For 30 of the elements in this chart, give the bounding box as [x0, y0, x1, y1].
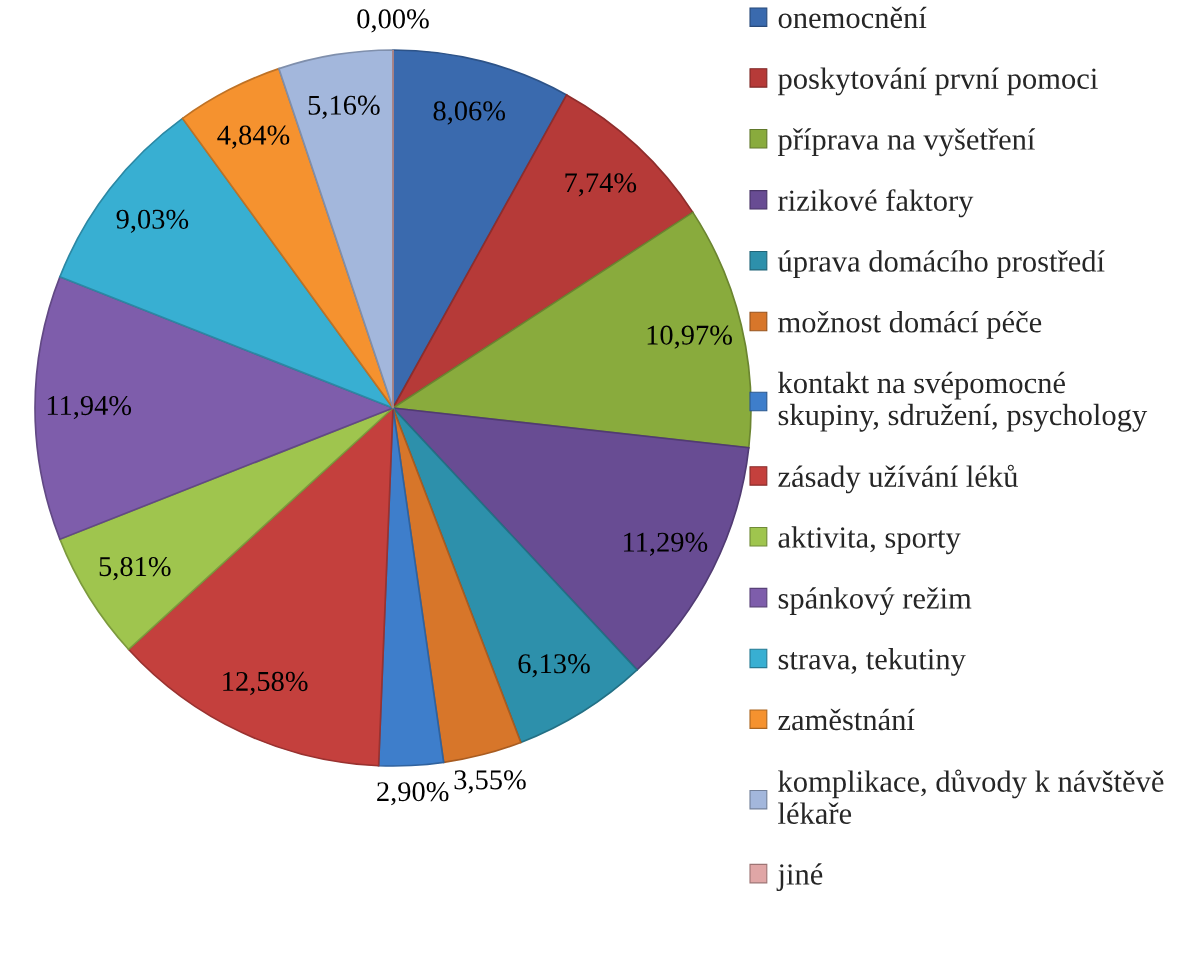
data-label: 11,29%	[624, 532, 708, 556]
legend-label: zásady užívání léků	[778, 464, 1018, 494]
data-label: 7,74%	[565, 173, 637, 197]
data-label: 2,90%	[377, 782, 449, 806]
legend-label: onemocnění	[778, 6, 927, 29]
data-label: 10,97%	[647, 325, 732, 349]
legend-label: kontakt na svépomocné skupiny, sdružení, psychology	[778, 371, 1148, 432]
data-label: 3,55%	[454, 770, 526, 794]
legend-label: rizikové faktory	[778, 189, 974, 218]
data-label: 5,16%	[308, 95, 380, 119]
data-label: 12,58%	[223, 671, 308, 696]
legend-label: zaměstnání	[778, 708, 915, 731]
legend-label: příprava na vyšetření	[777, 128, 1036, 157]
legend-label: úprava domácího prostředí	[777, 250, 1105, 279]
legend-label: poskytování první pomoci	[777, 67, 1098, 96]
legend-label: komplikace, důvody k návštěvě lékaře	[778, 769, 1164, 824]
data-label: 5,81%	[99, 556, 171, 581]
pie-slice	[34, 276, 394, 540]
data-label: 11,94%	[47, 395, 132, 420]
text: 0,00%	[357, 9, 429, 33]
legend-label: jiné	[776, 863, 823, 891]
data-label: 8,06%	[433, 101, 506, 125]
data-label: 9,03%	[116, 209, 189, 233]
pie-slice	[392, 211, 752, 449]
legend-label: aktivita, sporty	[778, 526, 961, 555]
data-label: 6,13%	[518, 654, 590, 678]
legend-label: spánkový režim	[778, 587, 972, 616]
legend-label: strava, tekutiny	[778, 648, 966, 676]
data-label: 4,84%	[217, 125, 290, 149]
legend-label: možnost domácí péče	[778, 311, 1042, 339]
